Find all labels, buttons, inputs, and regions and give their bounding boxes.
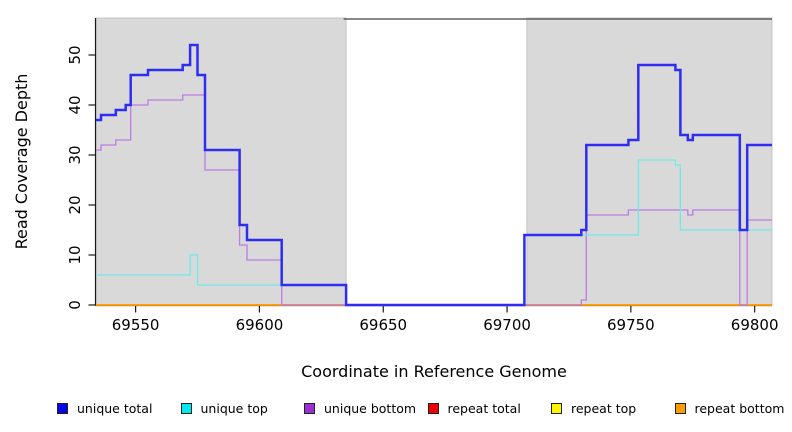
repeat-top-swatch: [551, 402, 562, 414]
y-tick-label: 40: [66, 95, 84, 114]
repeat-total-swatch: [427, 402, 439, 414]
x-tick-label: 69550: [112, 316, 160, 334]
series-lines: [96, 43, 772, 307]
legend-item-unique-total: unique total: [57, 398, 152, 418]
legend-label: unique top: [200, 400, 268, 416]
legend-item-repeat-total: repeat total: [427, 398, 521, 418]
y-tick-label: 50: [66, 45, 84, 64]
y-tick-label: 30: [66, 145, 84, 164]
legend-label: repeat total: [447, 400, 521, 416]
shaded-region: [526, 17, 773, 306]
legend-label: unique bottom: [324, 400, 417, 416]
x-tick-label: 69750: [607, 316, 655, 334]
repeat-bottom-swatch: [674, 402, 686, 414]
unique-total-swatch: [57, 402, 68, 414]
legend-label: unique total: [77, 400, 153, 416]
legend-item-repeat-top: repeat top: [551, 398, 636, 418]
x-tick-label: 69650: [359, 316, 407, 334]
x-tick-label: 69800: [731, 316, 779, 334]
series-unique-total-line: [96, 43, 772, 307]
x-tick-label: 69700: [483, 316, 531, 334]
legend-label: repeat top: [571, 400, 637, 416]
x-tick-label: 69600: [236, 316, 284, 334]
shaded-region: [95, 17, 347, 306]
y-tick-label: 20: [66, 195, 84, 214]
legend-label: repeat bottom: [694, 400, 785, 416]
legend-item-unique-top: unique top: [180, 398, 268, 418]
y-tick-label: 0: [66, 300, 84, 310]
legend-item-unique-bottom: unique bottom: [304, 398, 416, 418]
y-tick-label: 10: [66, 245, 84, 264]
x-axis-label: Coordinate in Reference Genome: [301, 362, 567, 381]
plot-canvas: 69550 69600 69650 69700 69750 69800 0 10 20 30 40 5…: [12, 17, 779, 381]
legend-item-repeat-bottom: repeat bottom: [674, 398, 785, 418]
series-unique-bottom-line: [96, 94, 772, 306]
unique-top-swatch: [180, 402, 192, 414]
unique-bottom-swatch: [304, 402, 315, 414]
legend: unique total unique top unique bottom re…: [0, 398, 792, 422]
y-axis-label: Read Coverage Depth: [12, 74, 31, 250]
